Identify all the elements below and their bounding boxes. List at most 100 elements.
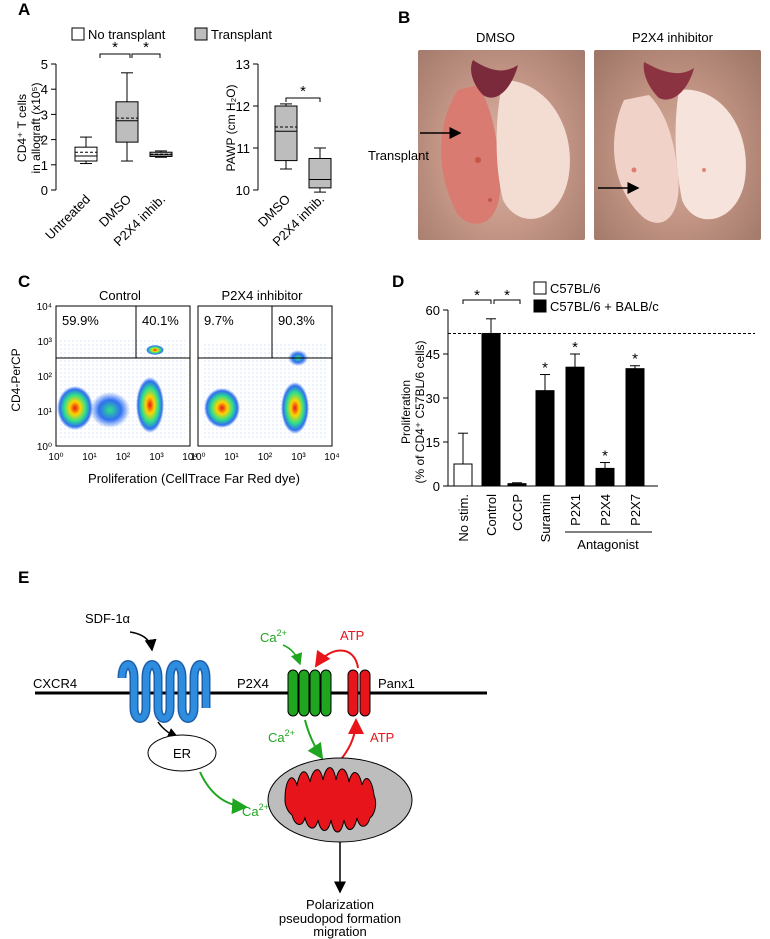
d-ylabel-2: (% of CD4⁺ C57BL/6 cells) bbox=[413, 340, 427, 483]
d-category-label: P2X4 bbox=[598, 494, 613, 526]
d-bar-sig-6: * bbox=[632, 351, 638, 368]
panel-letter-a: A bbox=[18, 0, 31, 19]
legend-label-transplant: Transplant bbox=[211, 27, 272, 42]
ca-in-arrow-icon bbox=[282, 644, 303, 666]
c-xtick-label: 10² bbox=[116, 452, 131, 463]
d-category-label: No stim. bbox=[456, 494, 471, 542]
c-ytick-label: 10² bbox=[38, 372, 53, 383]
mitochondrion-cristae bbox=[284, 767, 377, 833]
c-xlabel: Proliferation (CellTrace Far Red dye) bbox=[88, 471, 300, 486]
a-left-ytick-label: 3 bbox=[41, 107, 48, 122]
panel-c-figure: Control P2X4 inhibitor CD4-PerCP 59.9% 4… bbox=[9, 288, 340, 486]
d-bar-1 bbox=[481, 332, 501, 487]
a-left-box-2 bbox=[149, 150, 173, 158]
legend-label-no-transplant: No transplant bbox=[88, 27, 166, 42]
d-antagonist-label: Antagonist bbox=[577, 537, 639, 552]
panel-a-left-chart: CD4⁺ T cells in allograft (x10⁵) 012345 … bbox=[15, 39, 173, 249]
a-right-box-1 bbox=[308, 147, 332, 193]
c-xtick-label: 10³ bbox=[149, 452, 164, 463]
panel-letter-d: D bbox=[392, 272, 405, 291]
a-left-ytick-label: 5 bbox=[41, 57, 48, 72]
a-left-box-1 bbox=[115, 72, 139, 162]
a-left-ytick-label: 1 bbox=[41, 158, 48, 173]
a-left-category-label: Untreated bbox=[42, 192, 93, 243]
er-ca-arrow-icon bbox=[199, 771, 248, 815]
c-xtick-label: 10¹ bbox=[82, 452, 97, 463]
a-left-ylabel-2: in allograft (x10⁵) bbox=[29, 82, 43, 173]
a-right-ytick-label: 12 bbox=[236, 99, 250, 114]
c-title-inhib: P2X4 inhibitor bbox=[222, 288, 304, 303]
e-out-2: pseudopod formation bbox=[279, 911, 401, 926]
a-left-sig-1: * bbox=[112, 39, 118, 56]
atp-out-arrow-icon bbox=[314, 649, 359, 669]
d-ytick-label: 0 bbox=[433, 479, 440, 494]
d-category-label: Suramin bbox=[538, 494, 553, 542]
d-legend-swatch-a bbox=[533, 281, 547, 295]
d-ylabel-1: Proliferation bbox=[399, 380, 413, 444]
sdf-arrow-icon bbox=[129, 631, 157, 652]
b-arrows bbox=[420, 127, 640, 194]
a-right-box-0 bbox=[274, 103, 298, 170]
e-atp-mid: ATP bbox=[370, 730, 394, 745]
c-q1: 59.9% bbox=[62, 313, 99, 328]
d-category-label: Control bbox=[484, 494, 499, 536]
c-xtick-label: 10⁴ bbox=[324, 452, 339, 463]
legend-swatch-transplant bbox=[194, 27, 208, 41]
c-ytick-label: 10⁰ bbox=[37, 442, 52, 453]
e-ca-mid: Ca2+ bbox=[268, 728, 295, 745]
a-right-ylabel: PAWP (cm H₂O) bbox=[224, 84, 238, 171]
c-q2: 40.1% bbox=[142, 313, 179, 328]
d-ytick-label: 60 bbox=[426, 303, 440, 318]
d-bar-5 bbox=[595, 467, 615, 487]
c-q4: 90.3% bbox=[278, 313, 315, 328]
panel-a-figure: No transplant Transplant CD4⁺ T cells in… bbox=[15, 27, 332, 249]
d-bar-sig-3: * bbox=[542, 360, 548, 377]
er-organelle bbox=[147, 734, 217, 772]
d-sig-1: * bbox=[474, 287, 480, 304]
a-right-ytick-label: 10 bbox=[236, 183, 250, 198]
c-q3: 9.7% bbox=[204, 313, 234, 328]
d-sig-2: * bbox=[504, 287, 510, 304]
d-ytick-label: 45 bbox=[426, 347, 440, 362]
c-xtick-label: 10⁴ bbox=[182, 452, 197, 463]
atp-mito-arrow-icon bbox=[341, 718, 364, 759]
d-category-label: CCCP bbox=[510, 494, 525, 531]
c-title-control: Control bbox=[99, 288, 141, 303]
d-legend-swatch-b bbox=[533, 299, 547, 313]
e-out-3: migration bbox=[313, 924, 367, 939]
e-p2x4-label: P2X4 bbox=[237, 676, 269, 691]
panel-letter-b: B bbox=[398, 8, 411, 27]
panel-letter-e: E bbox=[18, 568, 30, 587]
c-xtick-label: 10² bbox=[258, 452, 273, 463]
c-ytick-label: 10³ bbox=[38, 337, 53, 348]
c-xtick-label: 10⁰ bbox=[48, 452, 63, 463]
p2x4-channel-icon bbox=[287, 669, 332, 717]
a-right-ytick-label: 13 bbox=[236, 57, 250, 72]
legend-swatch-no-transplant bbox=[71, 27, 85, 41]
d-bar-4 bbox=[565, 366, 585, 487]
d-legend-label-a: C57BL/6 bbox=[550, 281, 601, 296]
e-ca-er: Ca2+ bbox=[242, 802, 269, 819]
e-cxcr4-label: CXCR4 bbox=[33, 676, 77, 691]
e-atp-top: ATP bbox=[340, 628, 364, 643]
a-left-ytick-label: 4 bbox=[41, 82, 48, 97]
e-panx1-label: Panx1 bbox=[378, 676, 415, 691]
d-ytick-label: 30 bbox=[426, 391, 440, 406]
b-label-inhib: P2X4 inhibitor bbox=[632, 30, 713, 45]
d-legend-label-b: C57BL/6 + BALB/c bbox=[550, 299, 659, 314]
a-right-sig: * bbox=[300, 83, 306, 100]
panel-letter-c: C bbox=[18, 272, 31, 291]
a-left-ytick-label: 0 bbox=[41, 183, 48, 198]
b-label-transplant: Transplant bbox=[368, 148, 429, 163]
d-bar-6 bbox=[625, 368, 645, 487]
d-bar-sig-5: * bbox=[602, 448, 608, 465]
e-out-1: Polarization bbox=[306, 897, 374, 912]
c-xtick-label: 10¹ bbox=[224, 452, 239, 463]
a-left-ytick-label: 2 bbox=[41, 133, 48, 148]
e-er-label: ER bbox=[173, 746, 191, 761]
flow-plot-control: 59.9% 40.1% bbox=[55, 305, 191, 447]
e-ca-top: Ca2+ bbox=[260, 628, 287, 645]
panel-e-diagram: SDF-1α CXCR4 ER P2X4 Panx1 Ca2+ ATP Ca2+… bbox=[33, 611, 487, 926]
c-xtick-label: 10⁰ bbox=[190, 452, 205, 463]
